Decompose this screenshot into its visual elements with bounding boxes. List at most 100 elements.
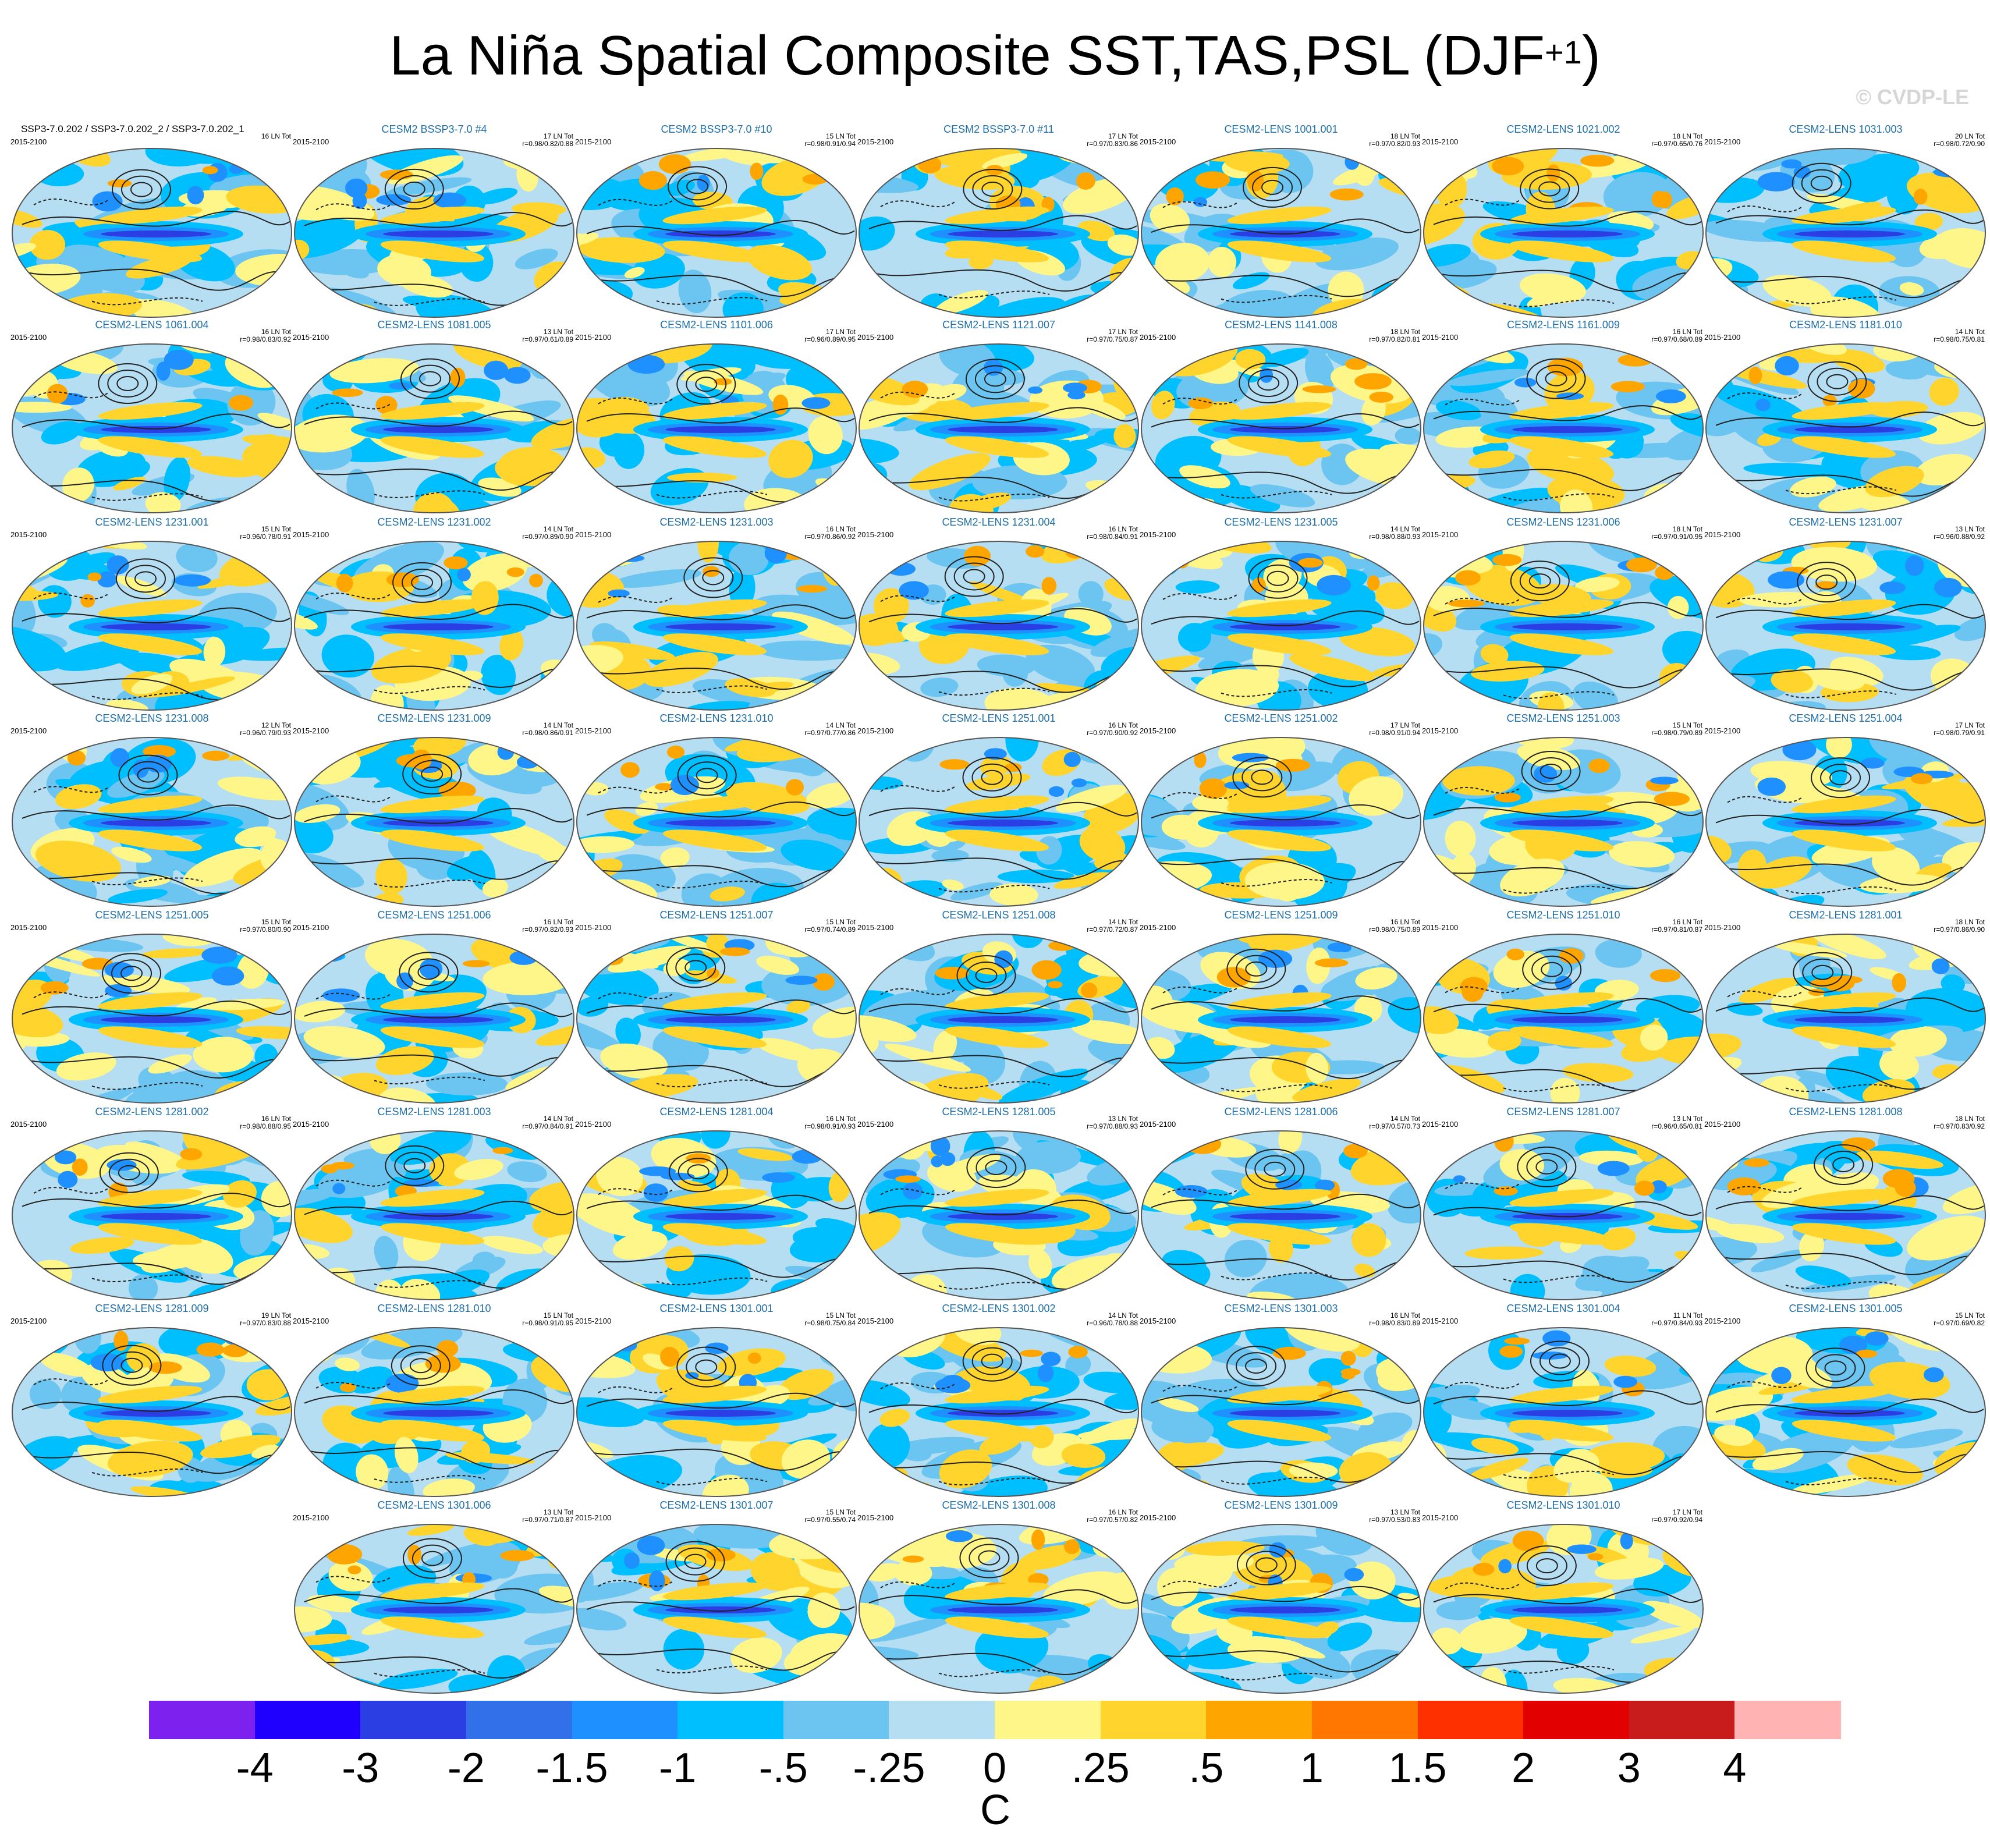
anomaly-patch-warm — [416, 496, 460, 513]
panel-ln-total: 16 LN Tot — [1108, 1508, 1138, 1516]
anomaly-patch-strong — [1620, 1532, 1633, 1549]
anomaly-patch-strong — [617, 1340, 637, 1352]
panel-ln-total: 17 LN Tot — [1954, 721, 1985, 729]
panel-title: CESM2-LENS 1081.005 — [377, 319, 491, 331]
anomaly-patch-strong — [658, 154, 691, 174]
psl-contour-negative — [880, 1581, 957, 1588]
anomaly-patch-warm — [677, 1180, 712, 1193]
anomaly-patch-warm — [1468, 1457, 1528, 1480]
panel-ln-total: 16 LN Tot — [825, 525, 856, 533]
anomaly-patch-warm — [702, 1474, 749, 1496]
warm-horseshoe-south — [1227, 633, 1332, 655]
psl-contour-high — [402, 753, 462, 794]
psl-contour-negative — [1162, 792, 1239, 799]
psl-contour-negative — [1785, 1281, 1897, 1289]
warm-horseshoe-south — [662, 1223, 767, 1245]
psl-contour-high — [1817, 367, 1858, 396]
map-panel: CESM2-LENS 1301.005 2015-2100 15 LN Tot r=0… — [1704, 1303, 1987, 1498]
anomaly-patch-cool — [1078, 581, 1104, 607]
anomaly-patch-strong — [1905, 555, 1924, 576]
psl-contour-negative — [598, 1580, 675, 1587]
psl-contour-negative — [1785, 886, 1897, 895]
warm-horseshoe-south — [1792, 1026, 1896, 1048]
psl-contour-line — [22, 804, 290, 821]
map-panel: CESM2-LENS 1231.001 2015-2100 15 LN Tot r=0… — [10, 516, 293, 712]
warm-horseshoe-north — [1509, 795, 1614, 814]
anomaly-patch-strong — [941, 1374, 965, 1390]
psl-contour-high — [956, 955, 1016, 996]
psl-contour-negative — [91, 1274, 203, 1282]
psl-contour-line — [22, 1193, 290, 1209]
anomaly-patch-warm — [803, 148, 845, 165]
anomaly-patch-warm — [1771, 669, 1813, 693]
anomaly-patch-cool — [615, 1017, 641, 1048]
map-panel: CESM2-LENS 1301.008 2015-2100 16 LN Tot r=0… — [857, 1499, 1140, 1695]
psl-contour-line — [1151, 1389, 1420, 1406]
anomaly-patch-warm — [1248, 934, 1330, 952]
anomaly-patch-strong — [1076, 172, 1095, 190]
panel-title: CESM2-LENS 1281.002 — [95, 1106, 209, 1118]
anomaly-patch-cool — [1141, 892, 1186, 906]
anomaly-patch-warm — [1306, 1052, 1329, 1084]
anomaly-patch-strong — [797, 584, 828, 593]
anomaly-patch-warm — [1457, 1618, 1527, 1654]
anomaly-patch-cool — [1359, 499, 1408, 513]
panel-period: 2015-2100 — [1704, 530, 1741, 539]
panel-ln-count: 17 LN Tot r=0.98/0.91/0.94 — [1369, 722, 1420, 737]
panel-period: 2015-2100 — [10, 1317, 47, 1325]
warm-horseshoe-north — [1227, 206, 1332, 225]
panel-ln-total: 14 LN Tot — [1390, 525, 1420, 533]
psl-contour-negative — [938, 1669, 1050, 1677]
psl-contour-high — [677, 1158, 719, 1186]
anomaly-patch-warm — [1789, 1474, 1874, 1496]
composite-map — [576, 934, 857, 1104]
anomaly-patch-cool — [577, 295, 595, 317]
anomaly-patch-cool — [107, 770, 165, 798]
panel-title: CESM2-LENS 1101.006 — [660, 319, 773, 331]
psl-contour-high — [959, 1537, 1019, 1579]
anomaly-patch-warm — [377, 254, 431, 287]
anomaly-patch-strong — [670, 775, 699, 796]
cold-tongue-core — [665, 1410, 776, 1417]
psl-contour-negative — [880, 1382, 957, 1389]
map-border — [859, 934, 1139, 1104]
anomaly-patch-strong — [1455, 570, 1481, 586]
panel-ln-total: 14 LN Tot — [1108, 918, 1138, 926]
panel-pattern-correlation: r=0.97/0.77/0.86 — [804, 729, 856, 737]
anomaly-patch-warm — [1968, 687, 1985, 709]
panel-pattern-correlation: r=0.97/0.72/0.87 — [1087, 925, 1138, 934]
map-border — [576, 1524, 857, 1694]
anomaly-patch-warm — [12, 208, 42, 228]
psl-contour-line — [1433, 602, 1702, 618]
panel-period: 2015-2100 — [575, 137, 612, 146]
panel-pattern-correlation: r=0.98/0.91/0.95 — [522, 1319, 573, 1327]
warm-horseshoe-south — [380, 1616, 485, 1638]
panel-period: 2015-2100 — [293, 726, 329, 735]
psl-contour-high — [1519, 567, 1560, 595]
anomaly-patch-strong — [321, 944, 345, 962]
panel-pattern-correlation: r=0.97/0.83/0.92 — [1934, 1122, 1985, 1130]
warm-horseshoe-north — [380, 1582, 485, 1601]
anomaly-patch-cool — [729, 541, 769, 575]
panel-ln-total: 17 LN Tot — [543, 132, 573, 140]
psl-contour-high — [120, 1357, 143, 1373]
psl-contour-negative — [656, 490, 768, 499]
psl-contour-negative — [374, 1669, 485, 1677]
panel-pattern-correlation: r=0.97/0.91/0.95 — [1651, 533, 1702, 541]
map-panel: CESM2-LENS 1301.003 2015-2100 16 LN Tot r=0… — [1140, 1303, 1423, 1498]
anomaly-patch-warm — [933, 1030, 957, 1062]
warm-horseshoe-south — [945, 829, 1049, 852]
anomaly-patch-warm — [295, 485, 313, 504]
anomaly-patch-strong — [187, 186, 204, 205]
anomaly-patch-strong — [939, 759, 970, 770]
colorbar-segment — [889, 1701, 995, 1739]
psl-contour-high — [107, 369, 148, 398]
panel-ln-count: 16 LN Tot r=0.97/0.82/0.93 — [522, 918, 573, 934]
anomaly-patch-strong — [1933, 167, 1970, 178]
panel-pattern-correlation: r=0.97/0.92/0.94 — [1651, 1516, 1702, 1524]
anomaly-patch-strong — [895, 1175, 921, 1183]
panel-ln-count: 14 LN Tot r=0.98/0.75/0.81 — [1934, 328, 1985, 343]
map-panel: CESM2 BSSP3-7.0 #4 2015-2100 17 LN Tot r=0.… — [293, 123, 576, 319]
map-panel: CESM2-LENS 1281.001 2015-2100 18 LN Tot r=0… — [1704, 909, 1987, 1105]
anomaly-patch-cool — [390, 1131, 471, 1165]
